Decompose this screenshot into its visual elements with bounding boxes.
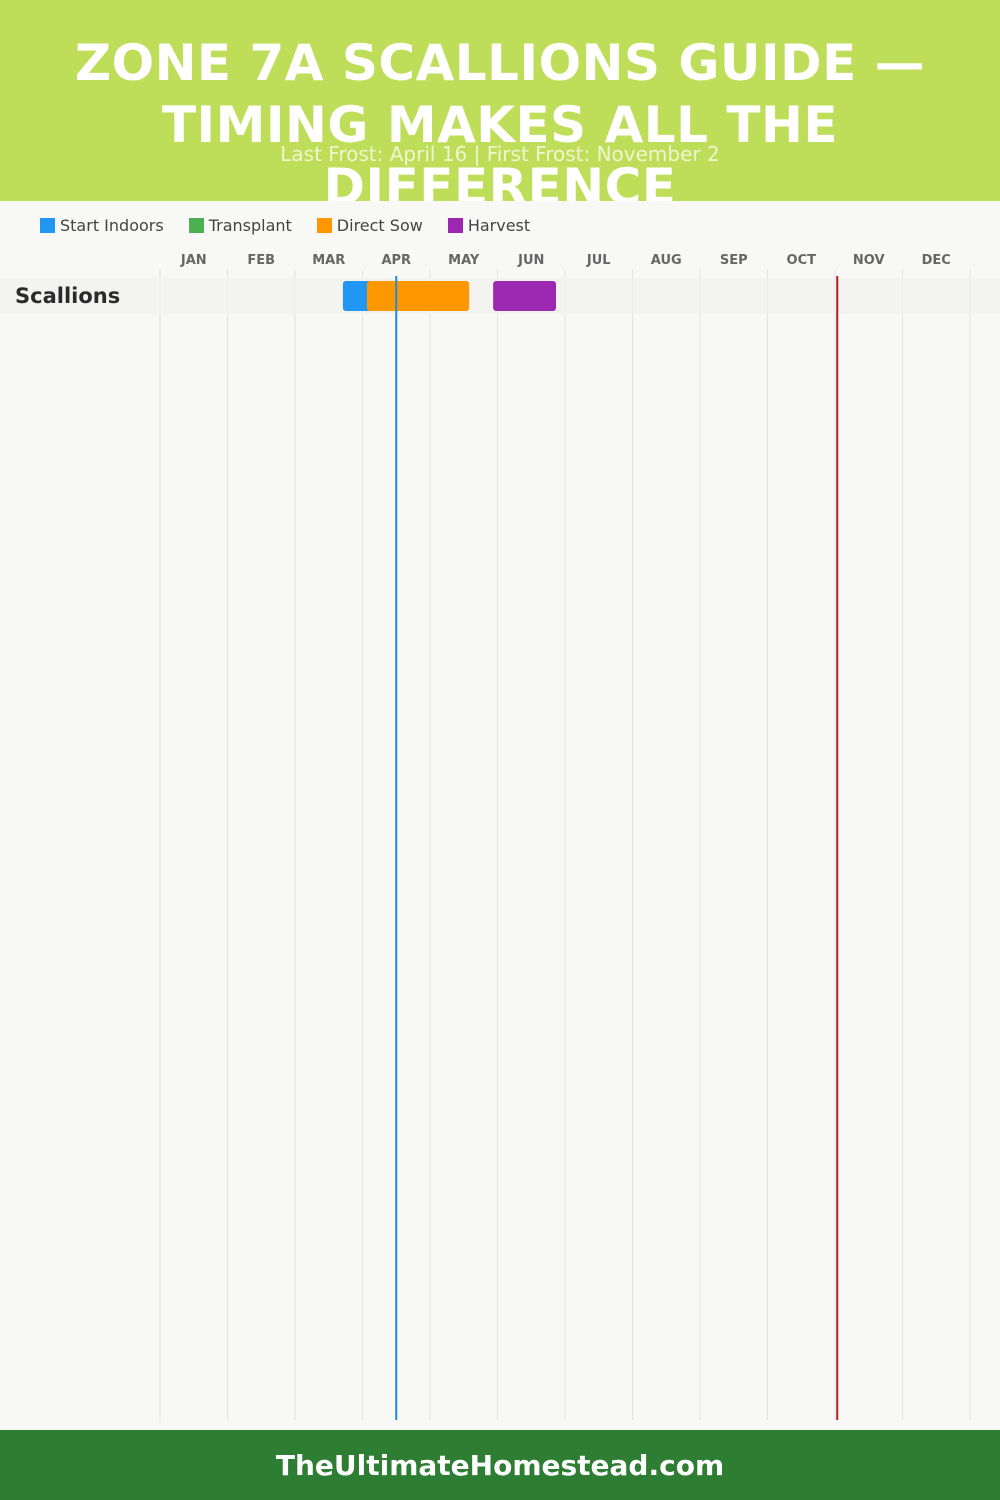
month-label-sep: SEP bbox=[720, 253, 748, 268]
month-label-jul: JUL bbox=[586, 253, 611, 268]
month-label-jan: JAN bbox=[180, 253, 207, 268]
legend-swatch-start-indoors bbox=[40, 217, 55, 233]
header-banner: ZONE 7A SCALLIONS GUIDE — TIMING MAKES A… bbox=[0, 0, 1000, 201]
month-label-mar: MAR bbox=[312, 253, 345, 268]
month-label-may: MAY bbox=[448, 253, 480, 268]
legend: Start Indoors Transplant Direct Sow Harv… bbox=[40, 214, 555, 236]
legend-label-start-indoors: Start Indoors bbox=[60, 215, 164, 235]
footer-banner: TheUltimateHomestead.com bbox=[0, 1430, 1000, 1500]
legend-item-transplant: Transplant bbox=[188, 215, 292, 235]
legend-item-start-indoors: Start Indoors bbox=[40, 216, 164, 235]
month-label-aug: AUG bbox=[651, 253, 682, 268]
crop-name-label: Scallions bbox=[15, 284, 120, 308]
legend-item-direct-sow: Direct Sow bbox=[316, 215, 423, 235]
legend-label-direct-sow: Direct Sow bbox=[336, 215, 423, 235]
month-label-oct: OCT bbox=[787, 253, 817, 268]
footer-site-link[interactable]: TheUltimateHomestead.com bbox=[275, 1448, 725, 1482]
legend-swatch-harvest bbox=[447, 217, 463, 233]
month-label-feb: FEB bbox=[247, 253, 275, 268]
month-label-jun: JUN bbox=[517, 253, 544, 268]
legend-label-harvest: Harvest bbox=[467, 215, 531, 235]
month-label-dec: DEC bbox=[922, 253, 951, 268]
legend-swatch-transplant bbox=[188, 217, 204, 233]
page-title: ZONE 7A SCALLIONS GUIDE — TIMING MAKES A… bbox=[74, 34, 926, 201]
month-label-nov: NOV bbox=[853, 253, 885, 268]
bar-harvest bbox=[493, 281, 556, 311]
legend-swatch-direct-sow bbox=[316, 217, 332, 233]
bar-direct-sow bbox=[367, 281, 470, 311]
legend-label-transplant: Transplant bbox=[208, 215, 292, 235]
planting-calendar-chart: JAN FEB MAR APR MAY JUN JUL AUG SEP OCT NOV DEC Scal… bbox=[0, 253, 1000, 1420]
legend-item-harvest: Harvest bbox=[447, 215, 531, 235]
month-label-apr: APR bbox=[381, 253, 411, 268]
frost-dates-subtitle: Last Frost: April 16 | First Frost: Nove… bbox=[280, 142, 720, 166]
